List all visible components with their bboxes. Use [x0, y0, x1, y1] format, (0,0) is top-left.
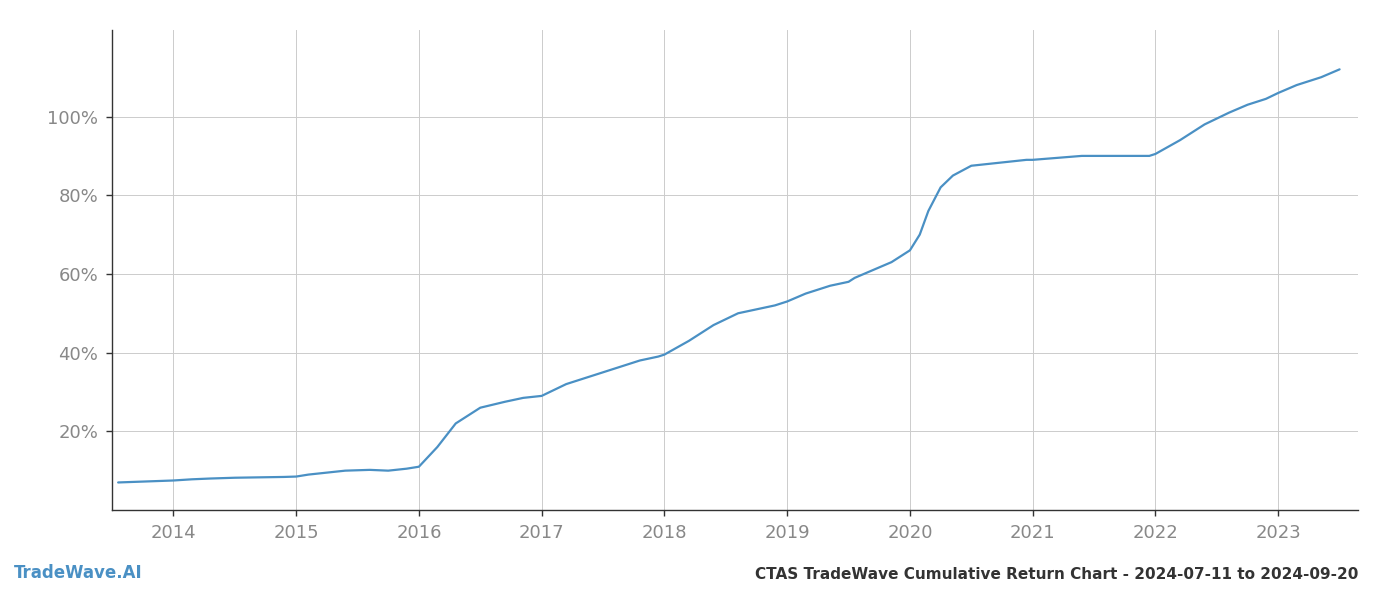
Text: CTAS TradeWave Cumulative Return Chart - 2024-07-11 to 2024-09-20: CTAS TradeWave Cumulative Return Chart -… [755, 567, 1358, 582]
Text: TradeWave.AI: TradeWave.AI [14, 564, 143, 582]
